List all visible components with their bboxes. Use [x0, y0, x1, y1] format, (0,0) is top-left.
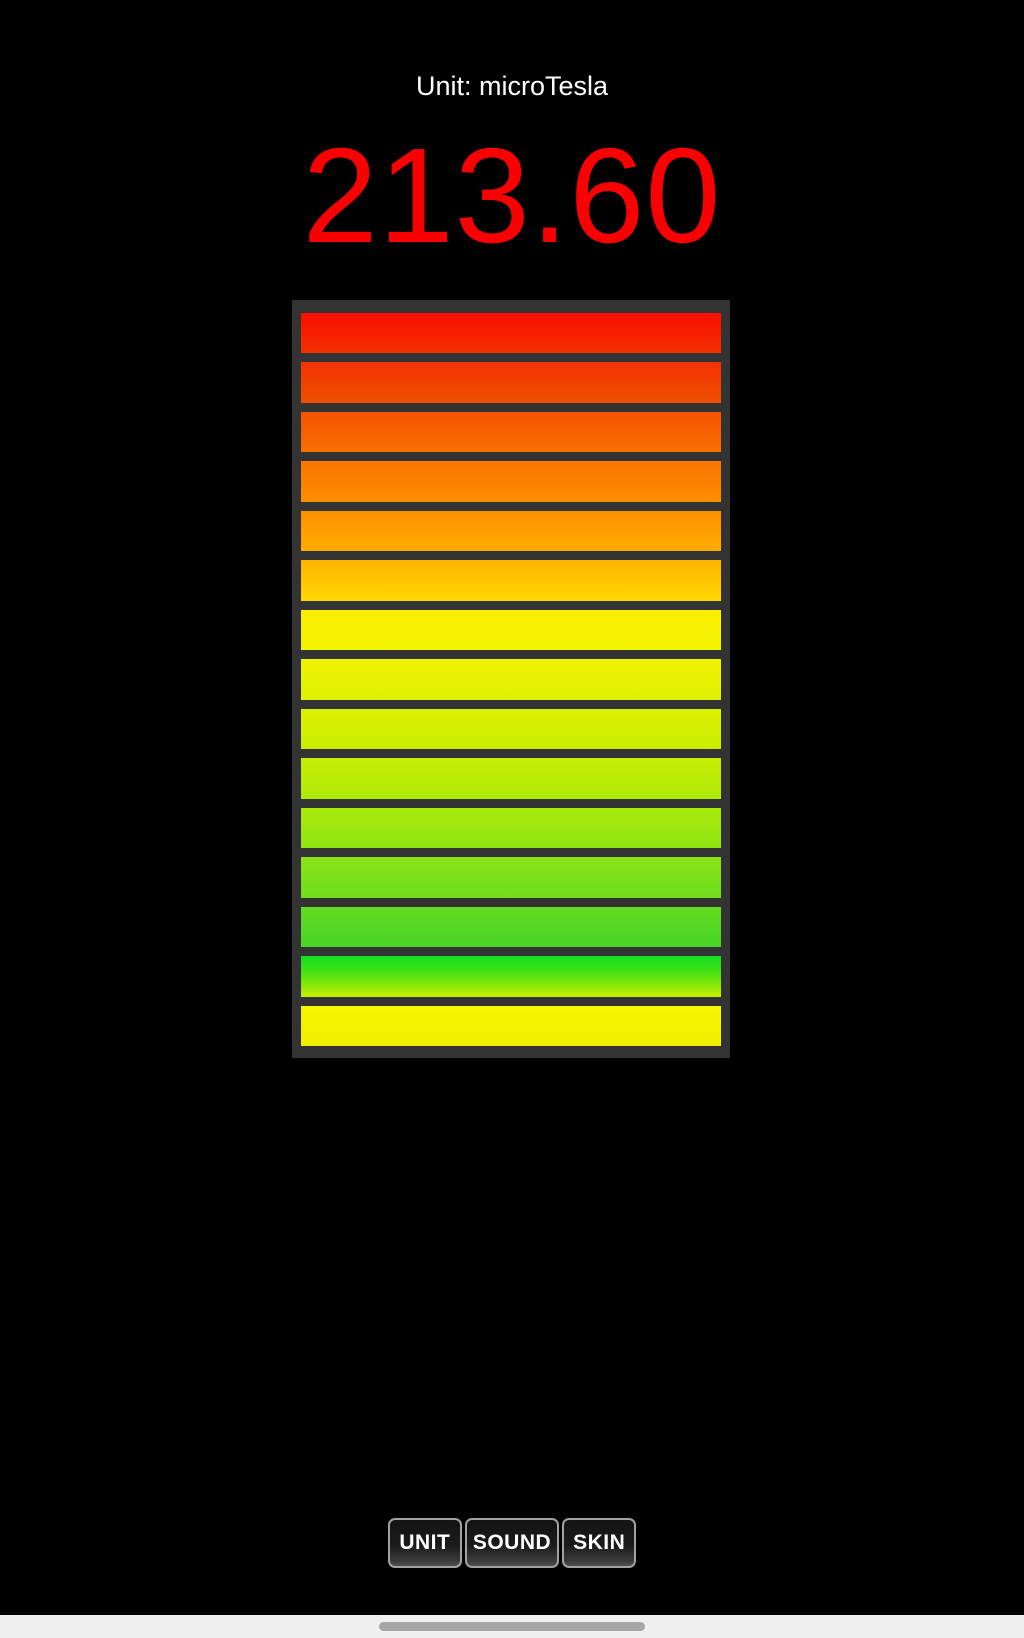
meter-bar [301, 708, 721, 750]
reading-value: 213.60 [302, 120, 722, 271]
meter-bar [301, 1005, 721, 1047]
meter-bar [301, 609, 721, 651]
sound-button[interactable]: SOUND [464, 1518, 560, 1568]
meter-bar [301, 461, 721, 502]
skin-button[interactable]: SKIN [562, 1518, 637, 1568]
meter-bar [301, 510, 721, 552]
meter-bar [301, 956, 721, 997]
meter-bar [301, 362, 721, 403]
meter-bar [301, 313, 721, 354]
meter-bar [301, 560, 721, 601]
level-meter [292, 300, 730, 1058]
meter-bar [301, 659, 721, 700]
unit-button[interactable]: UNIT [387, 1518, 462, 1568]
unit-label: Unit: microTesla [415, 71, 609, 101]
meter-bar [301, 857, 721, 898]
gesture-nav-bar [0, 1615, 1024, 1638]
gesture-handle[interactable] [379, 1622, 645, 1631]
meter-bar [301, 807, 721, 849]
meter-bar [301, 906, 721, 948]
button-row: UNIT SOUND SKIN [0, 1518, 1024, 1568]
meter-bar [301, 758, 721, 799]
meter-bar [301, 411, 721, 453]
